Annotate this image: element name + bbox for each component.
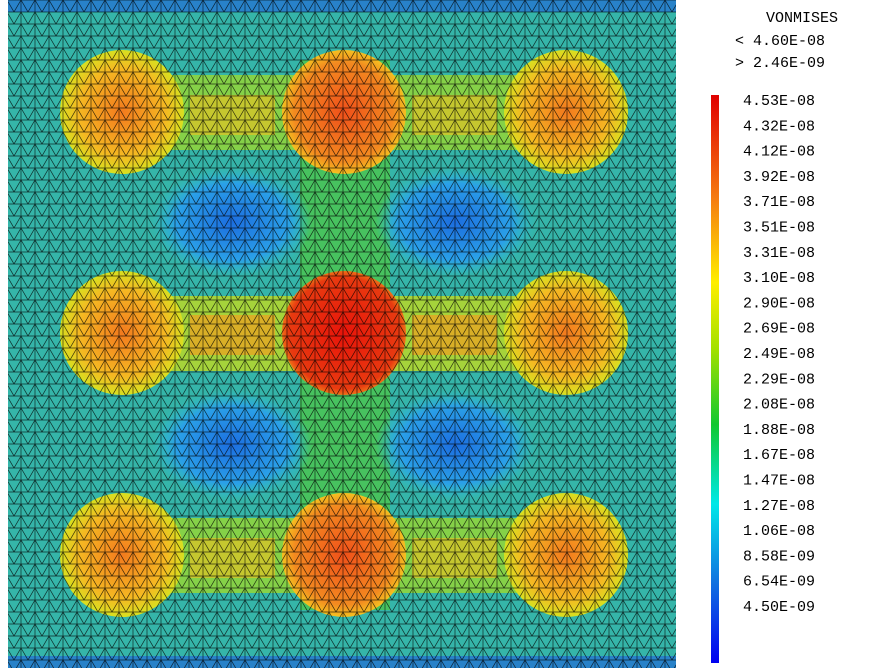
legend-label: 4.32E-08 — [743, 118, 815, 135]
legend-label: 4.53E-08 — [743, 93, 815, 110]
legend-label: 8.58E-09 — [743, 548, 815, 565]
legend-label: 3.10E-08 — [743, 270, 815, 287]
contour-plot — [8, 0, 676, 668]
legend-label: 2.49E-08 — [743, 346, 815, 363]
legend-labels: 4.53E-08 4.32E-08 4.12E-08 3.92E-08 3.71E-08… — [743, 93, 815, 616]
legend-label: 4.50E-09 — [743, 599, 815, 616]
legend-label: 3.92E-08 — [743, 169, 815, 186]
legend-label: 2.29E-08 — [743, 371, 815, 388]
legend-max: < 4.60E-08 — [735, 33, 825, 50]
legend-label: 1.47E-08 — [743, 472, 815, 489]
legend-label: 3.31E-08 — [743, 245, 815, 262]
color-bar — [711, 95, 719, 663]
legend-label: 1.27E-08 — [743, 498, 815, 515]
legend-label: 1.06E-08 — [743, 523, 815, 540]
legend-label: 1.67E-08 — [743, 447, 815, 464]
legend-min: > 2.46E-09 — [735, 55, 825, 72]
legend-label: 2.90E-08 — [743, 295, 815, 312]
legend-label: 2.69E-08 — [743, 321, 815, 338]
legend-label: 3.51E-08 — [743, 219, 815, 236]
legend-label: 6.54E-09 — [743, 574, 815, 591]
legend-title: VONMISES — [766, 10, 838, 27]
legend-label: 4.12E-08 — [743, 144, 815, 161]
legend-label: 2.08E-08 — [743, 397, 815, 414]
legend-label: 3.71E-08 — [743, 194, 815, 211]
legend-label: 1.88E-08 — [743, 422, 815, 439]
page: VONMISES < 4.60E-08 > 2.46E-09 4.53E-084… — [0, 0, 870, 668]
